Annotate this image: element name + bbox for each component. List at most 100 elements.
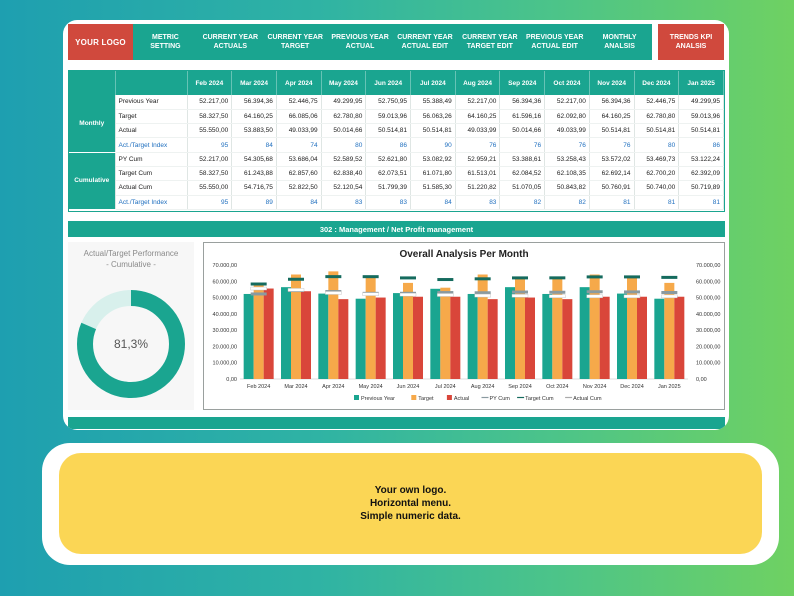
legend-label: Actual Cum xyxy=(573,396,602,402)
table-cell: 61.243,88 xyxy=(231,166,277,182)
table-row: Monthly Previous Year 52.217,00 56.394,36 52… xyxy=(69,95,724,153)
table-header-blank xyxy=(115,71,188,95)
table-header-month: Jul 2024 xyxy=(410,71,456,95)
menu-item-current-year-target-edit[interactable]: CURRENT YEAR TARGET EDIT xyxy=(462,34,518,50)
bar-actual xyxy=(375,297,386,379)
table-cell: 51.799,39 xyxy=(365,180,412,196)
bar-actual xyxy=(562,299,573,379)
marker-target-cum xyxy=(474,277,491,281)
table-row-label: Actual xyxy=(115,123,188,139)
table-cell: 76 xyxy=(455,137,501,153)
table-cell: 80 xyxy=(321,137,367,153)
menu-item-previous-year-actual-edit[interactable]: PREVIOUS YEAR ACTUAL EDIT xyxy=(525,34,584,50)
table-cell: 50.514,81 xyxy=(410,123,456,139)
menu-item-trends-kpi-analsis[interactable]: TRENDS KPI ANALSIS xyxy=(658,24,724,60)
marker-actual-cum xyxy=(549,294,566,298)
table-cell: 55.388,49 xyxy=(410,95,456,110)
bar-actual xyxy=(263,288,274,379)
bar-previous-year xyxy=(505,287,515,379)
table-row: Target 58.327,50 64.160,25 66.085,06 62.780,… xyxy=(69,109,724,125)
table-row-label: PY Cum xyxy=(115,152,188,167)
marker-target-cum xyxy=(437,278,454,282)
table-cell: 64.160,25 xyxy=(589,109,635,125)
table-cell: 50.014,66 xyxy=(321,123,367,139)
logo[interactable]: YOUR LOGO xyxy=(68,24,133,60)
menu-item-metric-setting[interactable]: METRIC SETTING xyxy=(150,34,181,50)
table-cell: 84 xyxy=(276,195,322,210)
table-cell: 76 xyxy=(589,137,635,153)
legend-swatch xyxy=(446,395,452,400)
table-cell: 62.084,52 xyxy=(499,166,546,182)
marker-py-cum xyxy=(250,292,267,296)
table-row: Target Cum 58.327,50 61.243,88 62.857,60 62.… xyxy=(69,166,724,182)
table-row-label: Act./Target Index xyxy=(115,195,188,210)
x-tick-label: Jul 2024 xyxy=(435,384,456,390)
table-cell: 50.719,89 xyxy=(678,180,724,196)
table-cell: 81 xyxy=(634,195,680,210)
menu-item-previous-year-actual[interactable]: PREVIOUS YEAR ACTUAL xyxy=(331,34,389,50)
menu-item-monthly-analsis[interactable]: MONTHLY ANALSIS xyxy=(602,34,637,50)
menu-spacer xyxy=(652,24,658,60)
menu-item-current-year-target[interactable]: CURRENT YEAR TARGET xyxy=(267,34,323,50)
table-cell: 49.033,99 xyxy=(544,123,590,139)
menu-item-current-year-actual-edit[interactable]: CURRENT YEAR ACTUAL EDIT xyxy=(397,34,453,50)
table-cell: 84 xyxy=(410,195,456,210)
x-tick-label: May 2024 xyxy=(359,384,383,390)
overall-analysis-chart: Overall Analysis Per Month 0,00 0,00 10.000… xyxy=(213,249,721,402)
marker-py-cum xyxy=(586,290,603,294)
bar-actual xyxy=(487,299,498,379)
table-cell: 51.585,30 xyxy=(410,180,456,196)
bar-target xyxy=(552,277,563,379)
marker-actual-cum xyxy=(661,294,678,299)
table-cell: 62.092,80 xyxy=(544,109,590,125)
marker-actual-cum xyxy=(511,294,529,298)
bar-target xyxy=(627,276,637,379)
y-tick-label-left: 30.000,00 xyxy=(213,328,237,334)
table-cell: 82 xyxy=(544,195,590,210)
table-cell: 52.217,00 xyxy=(187,95,233,110)
table-cell: 83 xyxy=(365,195,412,210)
y-tick-label-left: 40.000,00 xyxy=(213,312,237,318)
table-cell: 95 xyxy=(187,137,233,153)
marker-actual-cum xyxy=(623,294,641,299)
x-tick-label: Apr 2024 xyxy=(322,384,344,390)
table-cell: 74 xyxy=(276,137,322,153)
table-cell: 61.513,01 xyxy=(455,166,501,182)
table-cell: 62.108,35 xyxy=(544,166,590,182)
table-cell: 62.700,20 xyxy=(634,166,680,182)
bar-previous-year xyxy=(542,293,553,379)
table-row-label: Target xyxy=(115,109,188,125)
bar-previous-year xyxy=(393,293,403,379)
y-tick-label-left: 0,00 xyxy=(226,377,237,383)
marker-target-cum xyxy=(512,276,528,280)
marker-target-cum xyxy=(288,277,304,281)
marker-actual-cum xyxy=(250,286,267,291)
bar-previous-year xyxy=(281,287,291,379)
table-cell: 61.596,16 xyxy=(499,109,546,125)
table-cell: 52.750,95 xyxy=(365,95,412,110)
table-cell: 86 xyxy=(365,137,412,153)
table-cell: 56.394,36 xyxy=(231,95,277,110)
y-tick-label-left: 20.000,00 xyxy=(213,344,237,350)
bar-target xyxy=(477,274,488,379)
bar-target xyxy=(328,271,339,379)
table-cell: 54.305,68 xyxy=(231,152,277,167)
menu-item-current-year-actuals[interactable]: CURRENT YEAR ACTUALS xyxy=(202,34,259,50)
table-cell: 52.959,21 xyxy=(455,152,501,167)
table-header-month: Jan 2025 xyxy=(678,71,724,95)
table-cell: 55.550,00 xyxy=(187,180,233,196)
y-tick-label-right: 30.000,00 xyxy=(696,328,720,334)
y-tick-label-right: 20.000,00 xyxy=(696,344,720,350)
horizontal-menu: YOUR LOGO METRIC SETTING CURRENT YEAR AC… xyxy=(68,24,724,60)
bar-previous-year xyxy=(579,287,590,379)
table-cell: 58.327,50 xyxy=(187,166,233,182)
table-cell: 50.843,82 xyxy=(544,180,590,196)
marker-target-cum xyxy=(549,276,566,280)
legend-label: Target xyxy=(418,396,434,402)
bar-actual xyxy=(674,296,685,379)
table-cell: 49.299,95 xyxy=(321,95,367,110)
table-cell: 53.388,61 xyxy=(499,152,546,167)
bar-previous-year xyxy=(617,293,627,379)
y-tick-label-left: 60.000,00 xyxy=(213,279,237,285)
bar-actual xyxy=(413,296,423,379)
